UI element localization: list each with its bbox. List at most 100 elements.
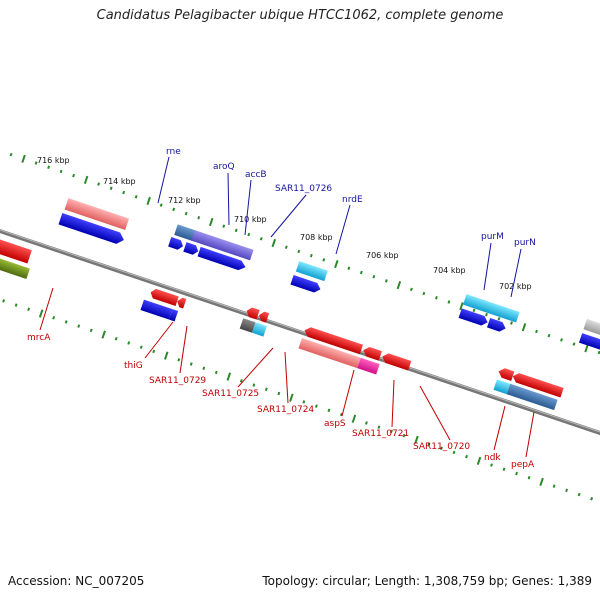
gene-arrow-forward[interactable] [290, 275, 322, 294]
scale-dot [114, 337, 118, 341]
scale-dot [422, 291, 426, 296]
scale-dot [452, 450, 456, 455]
gene-label-reverse[interactable]: ndk [484, 453, 501, 463]
scale-dot [59, 169, 63, 174]
gene-label-forward[interactable]: purN [514, 238, 536, 248]
scale-dot [372, 274, 376, 279]
scale-dot [359, 270, 363, 275]
scale-dot [502, 467, 506, 472]
scale-major-tick [539, 477, 544, 487]
gene-label-forward[interactable]: SAR11_0726 [275, 184, 332, 194]
gene-arrow-reverse[interactable] [245, 306, 260, 320]
gene-block[interactable] [252, 322, 267, 337]
scale-dot [434, 296, 438, 300]
gene-label-forward[interactable]: nrdE [342, 195, 363, 205]
gene-block[interactable] [174, 224, 197, 242]
gene-label-reverse[interactable]: aspS [324, 419, 346, 429]
gene-label-reverse[interactable]: SAR11_0729 [149, 376, 206, 386]
scale-major-tick [521, 323, 527, 332]
gene-block[interactable] [357, 357, 380, 375]
scale-dot [77, 324, 81, 328]
scale-dot [314, 404, 318, 408]
gene-arrow-forward[interactable] [168, 237, 184, 251]
gene-arrow-reverse[interactable] [149, 288, 179, 306]
gene-label-reverse[interactable]: SAR11_0721 [352, 429, 409, 439]
gene-label-reverse[interactable]: SAR11_0720 [413, 442, 470, 452]
scale-dot [297, 249, 301, 254]
gene-block[interactable] [191, 230, 254, 261]
scale-dot [202, 366, 206, 370]
scale-dot [427, 442, 431, 446]
scale-dot [264, 387, 268, 392]
gene-label-reverse[interactable]: SAR11_0724 [257, 405, 314, 415]
gene-block[interactable] [140, 299, 173, 320]
gene-block[interactable] [583, 318, 600, 349]
gene-block[interactable] [493, 379, 511, 395]
scale-dot [134, 194, 138, 199]
gene-block[interactable] [64, 198, 130, 230]
scale-major-tick [584, 344, 589, 353]
scale-tick-label: 706 kbp [366, 251, 399, 260]
scale-dot [72, 173, 76, 178]
gene-label-reverse[interactable]: SAR11_0725 [202, 389, 259, 399]
scale-major-tick [351, 414, 357, 423]
scale-dot [447, 300, 451, 304]
scale-dot [177, 358, 181, 362]
gene-block[interactable] [0, 243, 30, 279]
gene-label-forward[interactable]: purM [481, 232, 504, 242]
gene-block[interactable] [463, 294, 520, 323]
gene-arrow-reverse[interactable] [362, 345, 382, 361]
gene-block[interactable] [295, 261, 328, 282]
gene-arrow-reverse[interactable] [0, 225, 32, 264]
scale-dot [197, 216, 201, 220]
gene-label-reverse[interactable]: pepA [511, 460, 535, 470]
scale-major-tick [459, 302, 464, 311]
scale-dot [159, 203, 163, 207]
scale-dot [14, 303, 18, 307]
scale-dot [572, 342, 576, 346]
gene-label-forward[interactable]: accB [245, 170, 267, 180]
gene-arrow-forward[interactable] [58, 213, 125, 246]
gene-arrow-reverse[interactable] [381, 352, 412, 371]
gene-block[interactable] [239, 318, 256, 333]
gene-arrow-reverse[interactable] [257, 310, 270, 323]
gene-label-forward[interactable]: rne [166, 147, 181, 157]
scale-dot [347, 266, 351, 271]
gene-arrow-reverse[interactable] [497, 367, 515, 381]
scale-tick-label: 714 kbp [103, 177, 136, 186]
scale-dot [377, 425, 381, 429]
scale-dot [327, 408, 331, 413]
gene-arrow-forward[interactable] [486, 317, 507, 333]
scale-dot [322, 258, 326, 262]
scale-dot [365, 421, 368, 425]
gene-label-reverse[interactable]: thiG [124, 361, 143, 371]
scale-tick-label: 702 kbp [499, 282, 532, 291]
scale-major-tick [164, 351, 169, 360]
scale-dot [239, 379, 243, 383]
gene-arrow-forward[interactable] [458, 308, 490, 327]
gene-block[interactable] [168, 309, 179, 322]
scale-major-tick [289, 393, 294, 402]
gene-label-forward[interactable]: aroQ [213, 162, 235, 172]
gene-block[interactable] [506, 383, 558, 411]
gene-arrow-reverse[interactable] [303, 326, 363, 355]
scale-major-tick [476, 456, 482, 465]
gene-arrow-reverse[interactable] [511, 371, 564, 398]
gene-arrow-forward[interactable] [197, 246, 248, 272]
scale-major-tick [38, 309, 44, 318]
scale-major-tick [101, 330, 106, 339]
gene-label-reverse[interactable]: mrcA [27, 333, 51, 343]
scale-major-tick [226, 372, 232, 381]
scale-dots-reverse [2, 299, 594, 501]
gene-arrow-forward[interactable] [183, 242, 199, 256]
scale-dot [277, 391, 281, 396]
scale-dot [560, 338, 563, 342]
gene-block[interactable] [298, 337, 361, 369]
reverse-leader-lines [39, 287, 535, 458]
scale-dot [390, 429, 393, 434]
scale-dot [547, 333, 551, 338]
scale-dot [27, 307, 31, 312]
gene-arrow-forward[interactable] [578, 333, 600, 362]
gene-arrow-reverse[interactable] [176, 297, 187, 309]
